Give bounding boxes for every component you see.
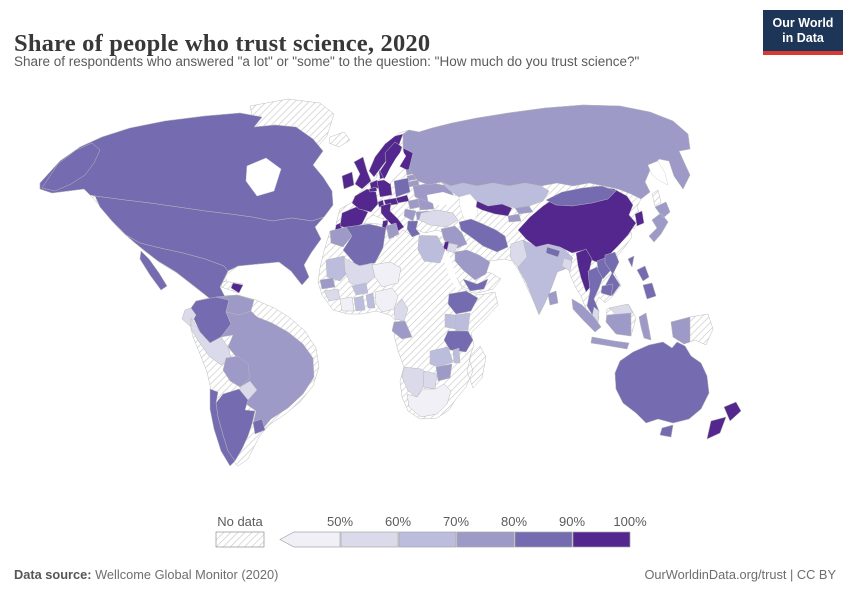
legend-tick-50%: 50% [327,514,353,529]
country-ecuador[interactable] [181,307,197,327]
country-malawi[interactable] [452,347,461,364]
country-united-kingdom[interactable] [353,156,372,190]
country-mongolia[interactable] [545,185,617,207]
country-botswana[interactable] [422,370,438,390]
country-morocco[interactable] [329,226,353,248]
country-spain[interactable] [339,206,369,230]
legend-tick-90%: 90% [559,514,585,529]
country-dominican-republic[interactable] [230,282,244,294]
country-belgium[interactable] [368,186,378,193]
country-gabon[interactable] [391,320,413,340]
legend-no-data-label: No data [217,514,263,529]
country-nepal[interactable] [545,246,561,258]
sea-caspian [458,193,479,225]
country-south-africa[interactable] [406,383,452,418]
country-algeria[interactable] [342,223,387,267]
country-ethiopia[interactable] [447,290,479,315]
country-new-zealand[interactable] [706,401,742,440]
country-tanzania[interactable] [443,330,474,353]
country-poland[interactable] [393,177,411,198]
country-ireland[interactable] [341,171,355,190]
legend-bin-70-80[interactable] [456,531,515,548]
country-cameroon[interactable] [393,298,409,322]
country-yemen[interactable] [462,278,489,292]
page-subtitle: Share of respondents who answered "a lot… [14,54,640,69]
country-zambia[interactable] [429,346,454,368]
sea-okhotsk [647,160,669,186]
legend-tick-60%: 60% [385,514,411,529]
sea-red [441,249,461,290]
country-tajikistan[interactable] [507,213,522,223]
sea-black [427,192,455,205]
country-australia[interactable] [614,341,710,438]
country-niger[interactable] [371,261,402,288]
country-taiwan[interactable] [627,255,635,268]
country-indonesia[interactable] [571,298,691,350]
country-ghana[interactable] [353,295,366,312]
country-bangladesh[interactable] [561,257,573,272]
country-mauritania[interactable] [325,255,351,282]
legend-bin-60-70[interactable] [398,531,457,548]
country-jordan[interactable] [446,242,459,254]
map-legend: No data 50% 60% 70% 80% 90% 100% [215,514,647,548]
country-tunisia[interactable] [385,222,400,240]
page-title: Share of people who trust science, 2020 [14,30,431,58]
country-kyrgyzstan[interactable] [514,205,534,215]
sea-baltic [384,150,406,184]
hudson-bay [245,157,282,197]
country-egypt[interactable] [417,235,446,264]
country-uganda[interactable] [444,313,457,330]
country-philippines[interactable] [636,265,657,300]
legend-tick-100%: 100% [613,514,647,529]
legend-bin-90-100[interactable] [572,531,631,548]
owid-logo-line1: Our World [772,15,834,30]
footer-source-label: Data source: [14,567,92,582]
country-namibia[interactable] [401,366,425,398]
country-malaysia[interactable] [591,303,634,323]
country-india[interactable] [517,239,574,315]
country-ivory-coast[interactable] [339,296,355,312]
legend-no-data-swatch[interactable] [215,531,265,548]
footer-source-value: Wellcome Global Monitor (2020) [91,567,279,582]
country-zimbabwe[interactable] [435,363,453,382]
legend-bin-50-60[interactable] [340,531,399,548]
footer-link[interactable]: OurWorldinData.org/trust | CC BY [644,567,836,582]
country-sri-lanka[interactable] [547,290,559,306]
country-uruguay[interactable] [252,418,266,435]
country-benin[interactable] [365,292,376,309]
legend-color-bar [279,531,631,548]
country-bolivia[interactable] [222,355,251,388]
legend-bin-lt50[interactable] [279,531,341,548]
country-greece[interactable] [406,220,421,238]
world-choropleth-map [39,98,742,467]
country-senegal[interactable] [319,277,336,290]
country-chile[interactable] [209,388,236,467]
owid-logo-line2: in Data [782,30,824,45]
country-kenya[interactable] [454,312,471,332]
country-japan[interactable] [648,201,671,243]
country-turkey[interactable] [418,209,459,228]
country-mali[interactable] [343,257,376,288]
owid-logo[interactable]: Our World in Data [763,10,843,55]
legend-tick-70%: 70% [443,514,469,529]
footer-source: Data source: Wellcome Global Monitor (20… [14,567,278,582]
country-cambodia[interactable] [600,283,614,297]
legend-tick-labels: 50% 60% 70% 80% 90% 100% [327,514,647,529]
country-iran[interactable] [458,218,509,253]
country-iraq[interactable] [440,225,468,250]
legend-tick-80%: 80% [501,514,527,529]
country-south-korea[interactable] [634,210,645,227]
legend-bin-80-90[interactable] [514,531,573,548]
country-saudi-arabia[interactable] [454,249,491,281]
country-burkina-faso[interactable] [351,282,369,296]
country-france[interactable] [351,188,379,213]
footer: Data source: Wellcome Global Monitor (20… [0,567,850,582]
